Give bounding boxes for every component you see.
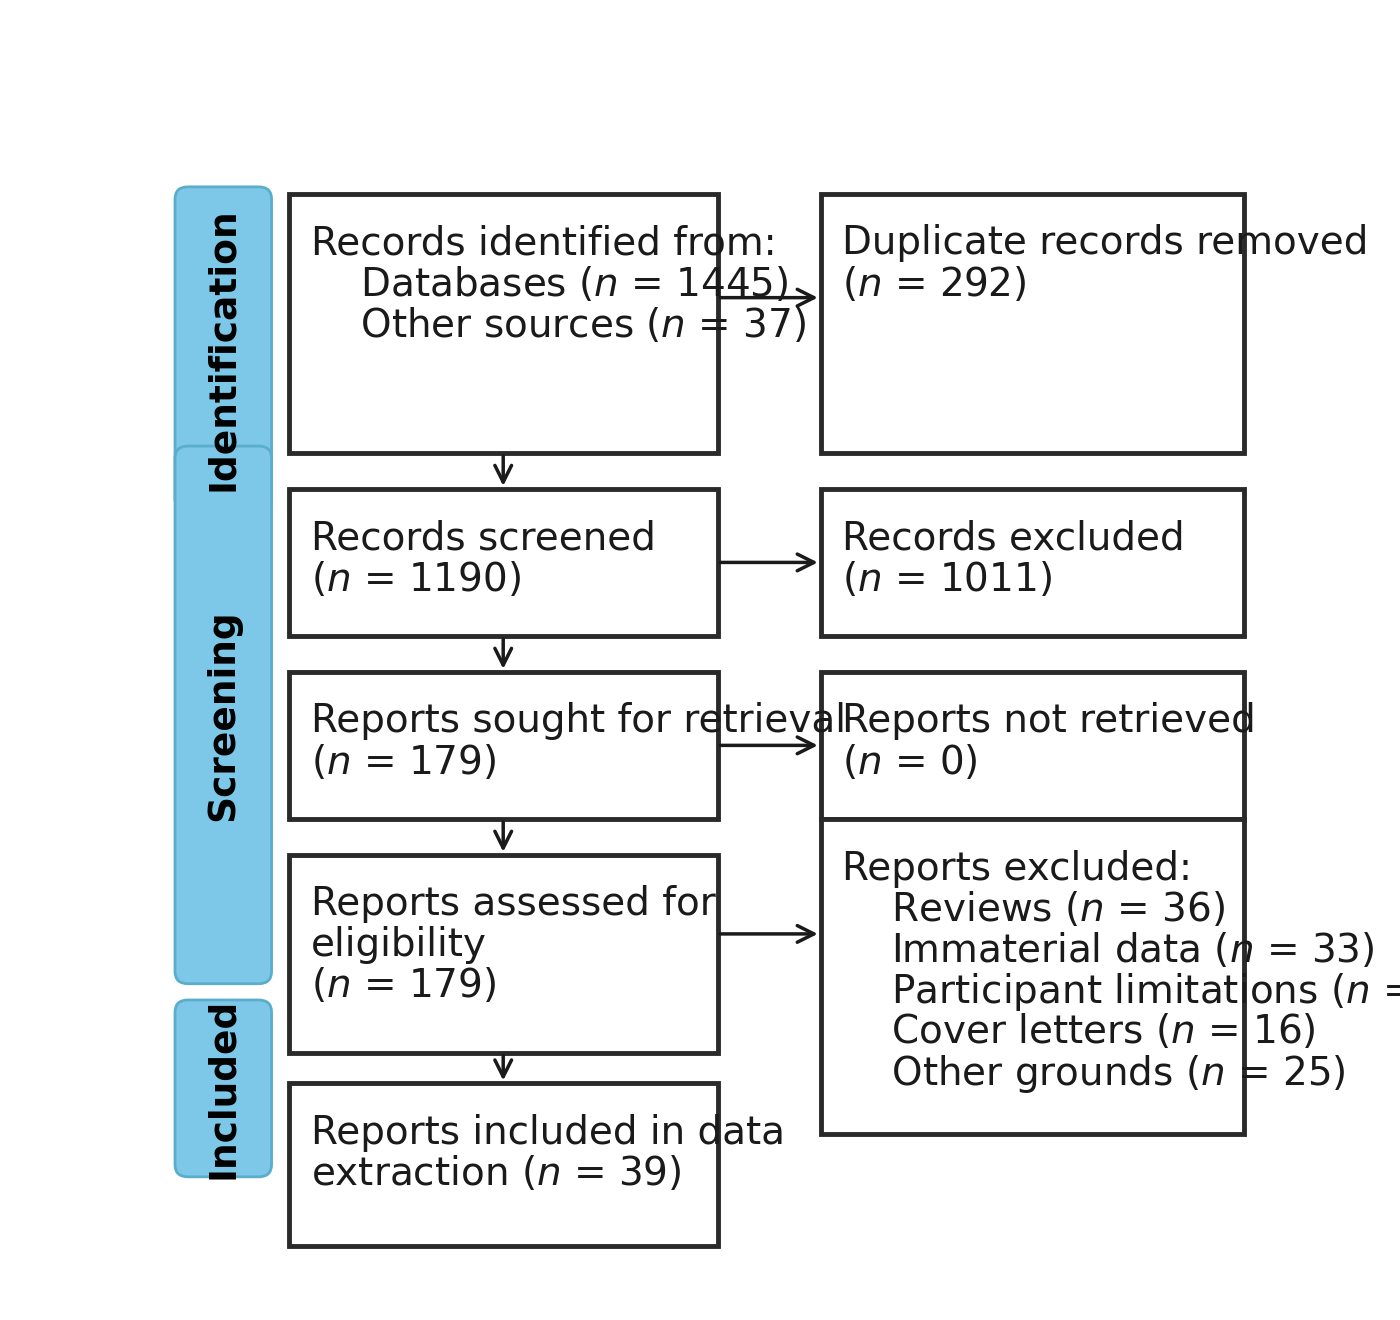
Text: Reports included in data: Reports included in data bbox=[311, 1114, 784, 1152]
Text: Immaterial data ($n$ = 33): Immaterial data ($n$ = 33) bbox=[843, 931, 1375, 970]
Text: Reports sought for retrieval: Reports sought for retrieval bbox=[311, 702, 846, 741]
Text: Records identified from:: Records identified from: bbox=[311, 224, 776, 263]
Text: Other sources ($n$ = 37): Other sources ($n$ = 37) bbox=[311, 306, 806, 345]
Bar bbox=[288, 854, 717, 1053]
Text: Records excluded: Records excluded bbox=[843, 519, 1184, 557]
Text: Reviews ($n$ = 36): Reviews ($n$ = 36) bbox=[843, 890, 1225, 929]
Text: Identification: Identification bbox=[206, 207, 241, 491]
Text: extraction ($n$ = 39): extraction ($n$ = 39) bbox=[311, 1155, 682, 1193]
FancyBboxPatch shape bbox=[175, 1001, 272, 1177]
Bar bbox=[820, 672, 1243, 818]
Text: Cover letters ($n$ = 16): Cover letters ($n$ = 16) bbox=[843, 1012, 1316, 1051]
FancyBboxPatch shape bbox=[175, 446, 272, 983]
FancyBboxPatch shape bbox=[175, 187, 272, 511]
Text: Other grounds ($n$ = 25): Other grounds ($n$ = 25) bbox=[843, 1053, 1345, 1094]
Text: Reports excluded:: Reports excluded: bbox=[843, 850, 1193, 887]
Text: Duplicate records removed: Duplicate records removed bbox=[843, 224, 1369, 263]
Text: ($n$ = 179): ($n$ = 179) bbox=[311, 743, 496, 781]
Bar bbox=[820, 194, 1243, 453]
Text: ($n$ = 292): ($n$ = 292) bbox=[843, 265, 1026, 304]
Text: eligibility: eligibility bbox=[311, 925, 487, 964]
Text: ($n$ = 1190): ($n$ = 1190) bbox=[311, 560, 521, 599]
Text: ($n$ = 179): ($n$ = 179) bbox=[311, 966, 496, 1006]
Text: Records screened: Records screened bbox=[311, 519, 655, 557]
Bar bbox=[820, 818, 1243, 1134]
Text: Screening: Screening bbox=[206, 609, 241, 821]
Bar bbox=[288, 672, 717, 818]
Bar bbox=[288, 1084, 717, 1246]
Bar bbox=[288, 488, 717, 636]
Text: ($n$ = 1011): ($n$ = 1011) bbox=[843, 560, 1053, 599]
Text: Databases ($n$ = 1445): Databases ($n$ = 1445) bbox=[311, 265, 788, 304]
Text: Included: Included bbox=[206, 998, 241, 1179]
Bar bbox=[288, 194, 717, 453]
Text: Participant limitations ($n$ = 30): Participant limitations ($n$ = 30) bbox=[843, 972, 1400, 1014]
Text: Reports not retrieved: Reports not retrieved bbox=[843, 702, 1256, 741]
Text: Reports assessed for: Reports assessed for bbox=[311, 886, 715, 923]
Text: ($n$ = 0): ($n$ = 0) bbox=[843, 743, 979, 781]
Bar bbox=[820, 488, 1243, 636]
